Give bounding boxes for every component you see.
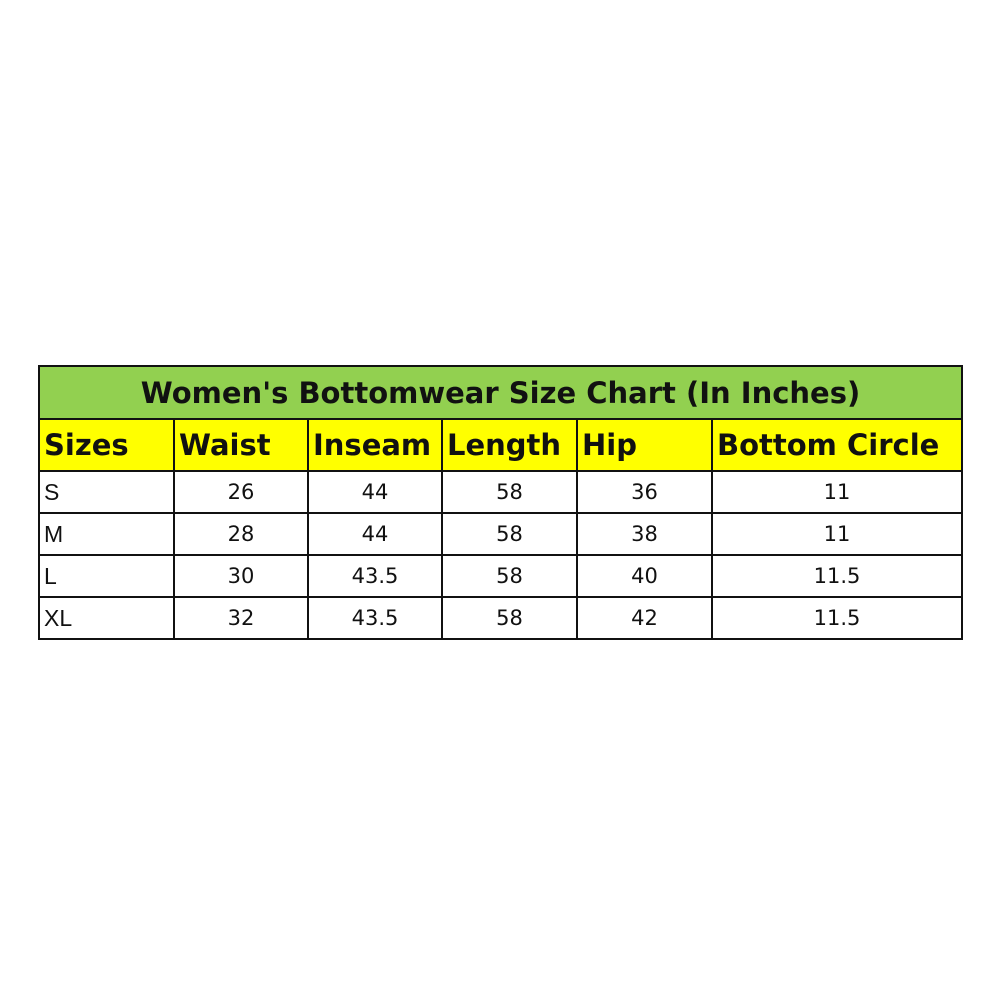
cell-inseam: 43.5 (307, 596, 443, 640)
cell-size: XL (38, 596, 175, 640)
cell-hip: 42 (576, 596, 713, 640)
cell-waist: 26 (173, 470, 309, 514)
table-row: S 26 44 58 36 11 (38, 470, 964, 514)
header-bottom-circle: Bottom Circle (710, 418, 964, 472)
table-row: L 30 43.5 58 40 11.5 (38, 554, 964, 598)
cell-hip: 40 (576, 554, 713, 598)
cell-inseam: 44 (307, 512, 443, 556)
cell-length: 58 (441, 596, 578, 640)
cell-waist: 30 (173, 554, 309, 598)
table-row: XL 32 43.5 58 42 11.5 (38, 596, 964, 640)
cell-inseam: 43.5 (307, 554, 443, 598)
cell-bottom-circle: 11 (710, 512, 964, 556)
header-sizes: Sizes (38, 418, 175, 472)
cell-inseam: 44 (307, 470, 443, 514)
cell-length: 58 (441, 512, 578, 556)
cell-bottom-circle: 11 (710, 470, 964, 514)
header-inseam: Inseam (307, 418, 443, 472)
cell-hip: 38 (576, 512, 713, 556)
header-row: Sizes Waist Inseam Length Hip Bottom Cir… (38, 418, 964, 472)
cell-size: S (38, 470, 175, 514)
chart-title: Women's Bottomwear Size Chart (In Inches… (37, 365, 964, 420)
cell-length: 58 (441, 554, 578, 598)
header-hip: Hip (576, 418, 713, 472)
cell-waist: 28 (173, 512, 309, 556)
cell-size: L (38, 554, 175, 598)
title-row: Women's Bottomwear Size Chart (In Inches… (37, 365, 964, 420)
table-row: M 28 44 58 38 11 (38, 512, 964, 556)
cell-size: M (38, 512, 175, 556)
header-waist: Waist (173, 418, 309, 472)
cell-length: 58 (441, 470, 578, 514)
cell-waist: 32 (173, 596, 309, 640)
cell-bottom-circle: 11.5 (710, 554, 964, 598)
header-length: Length (441, 418, 578, 472)
size-chart-table: Women's Bottomwear Size Chart (In Inches… (37, 365, 964, 640)
cell-bottom-circle: 11.5 (710, 596, 964, 640)
cell-hip: 36 (576, 470, 713, 514)
